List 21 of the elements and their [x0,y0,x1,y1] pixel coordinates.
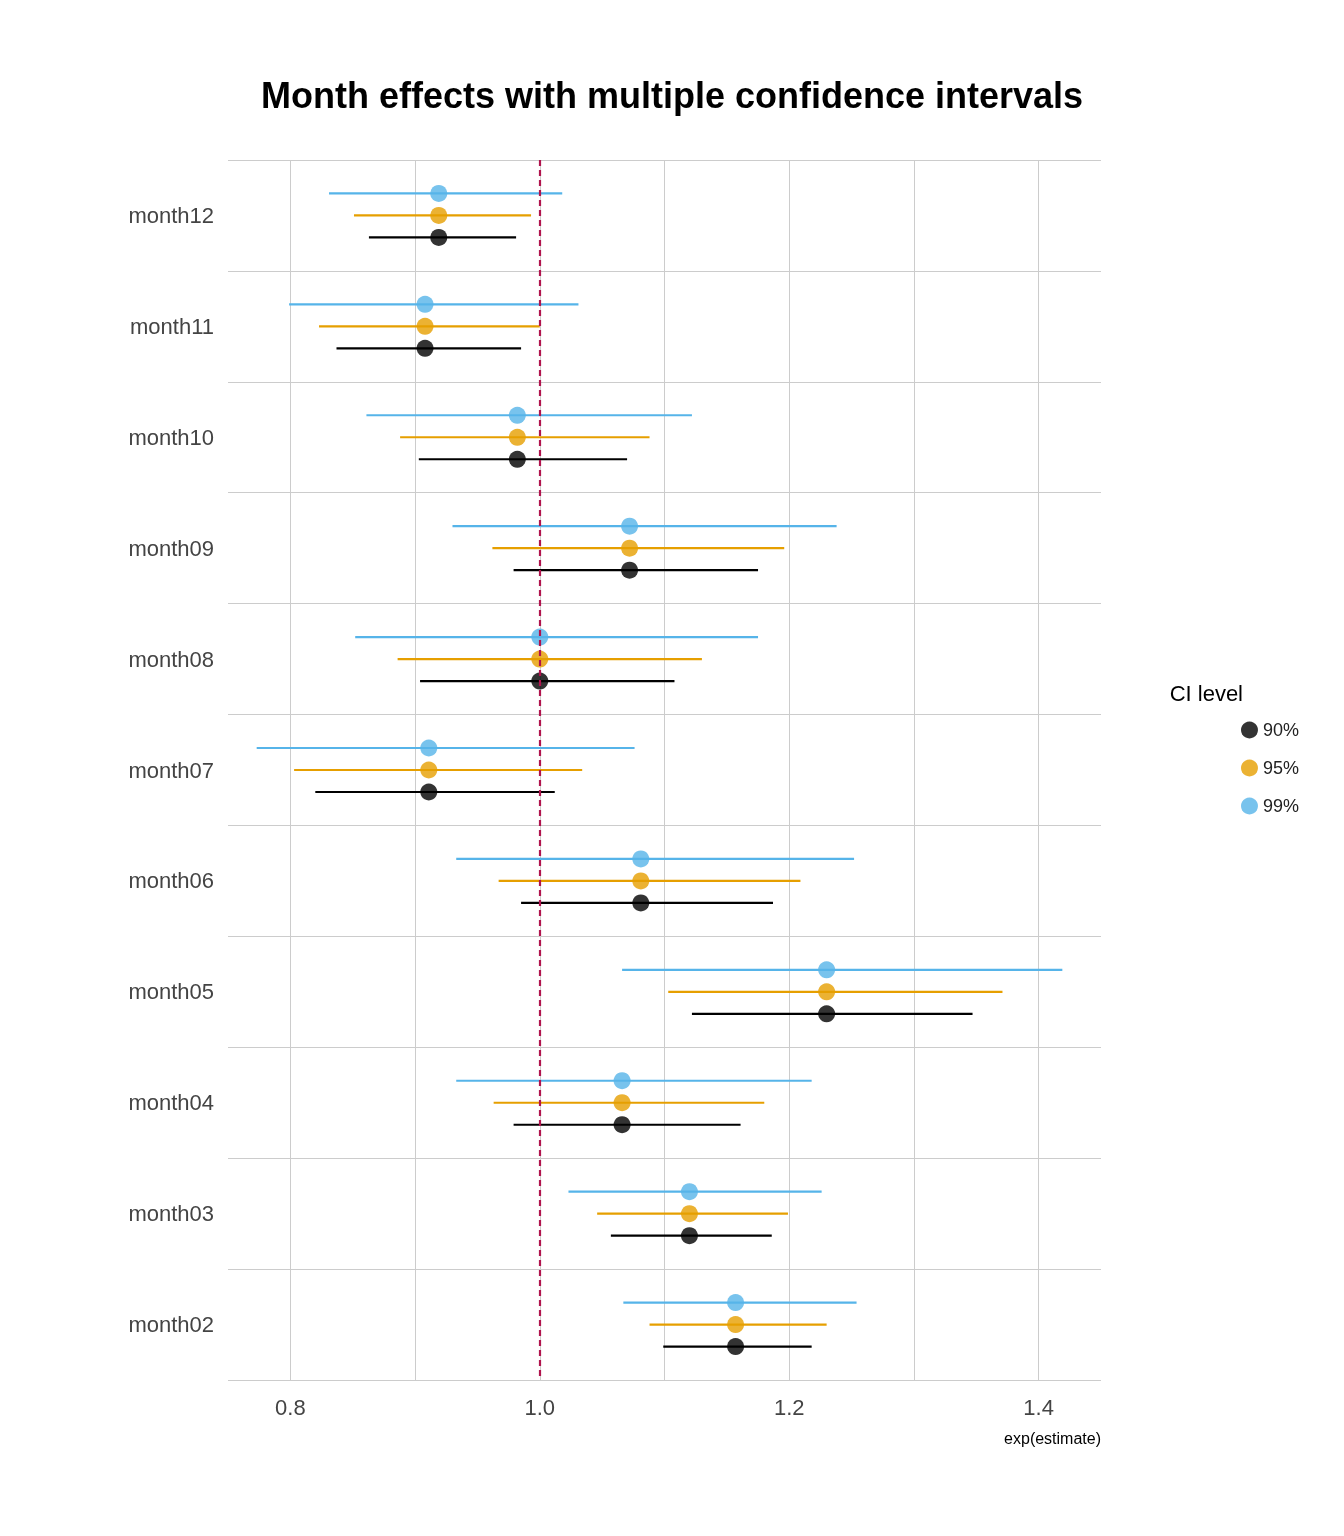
x-tick-label: 1.0 [524,1394,556,1420]
y-tick-label: month11 [130,313,214,339]
y-tick-label: month10 [128,424,214,450]
y-tick-label: month04 [128,1090,214,1116]
y-tick-label: month05 [128,979,214,1005]
x-tick-label: 1.2 [773,1394,805,1420]
legend-label: 95% [1262,758,1299,778]
y-tick-label: month12 [128,202,214,228]
y-tick-label: month09 [128,535,214,561]
legend-title: CI level [1169,680,1243,706]
chart-title: Month effects with multiple confidence intervals [260,74,1084,116]
y-tick-label: month02 [128,1312,214,1338]
x-axis-title: exp(estimate) [1004,1429,1101,1447]
y-tick-label: month07 [128,757,214,783]
legend-label: 90% [1262,720,1299,740]
y-tick-label: month06 [128,868,214,894]
y-tick-label: month03 [128,1201,214,1227]
x-tick-label: 1.4 [1023,1394,1054,1420]
x-tick-label: 0.8 [275,1394,306,1420]
y-tick-label: month08 [128,646,214,672]
legend-label: 99% [1262,796,1299,816]
